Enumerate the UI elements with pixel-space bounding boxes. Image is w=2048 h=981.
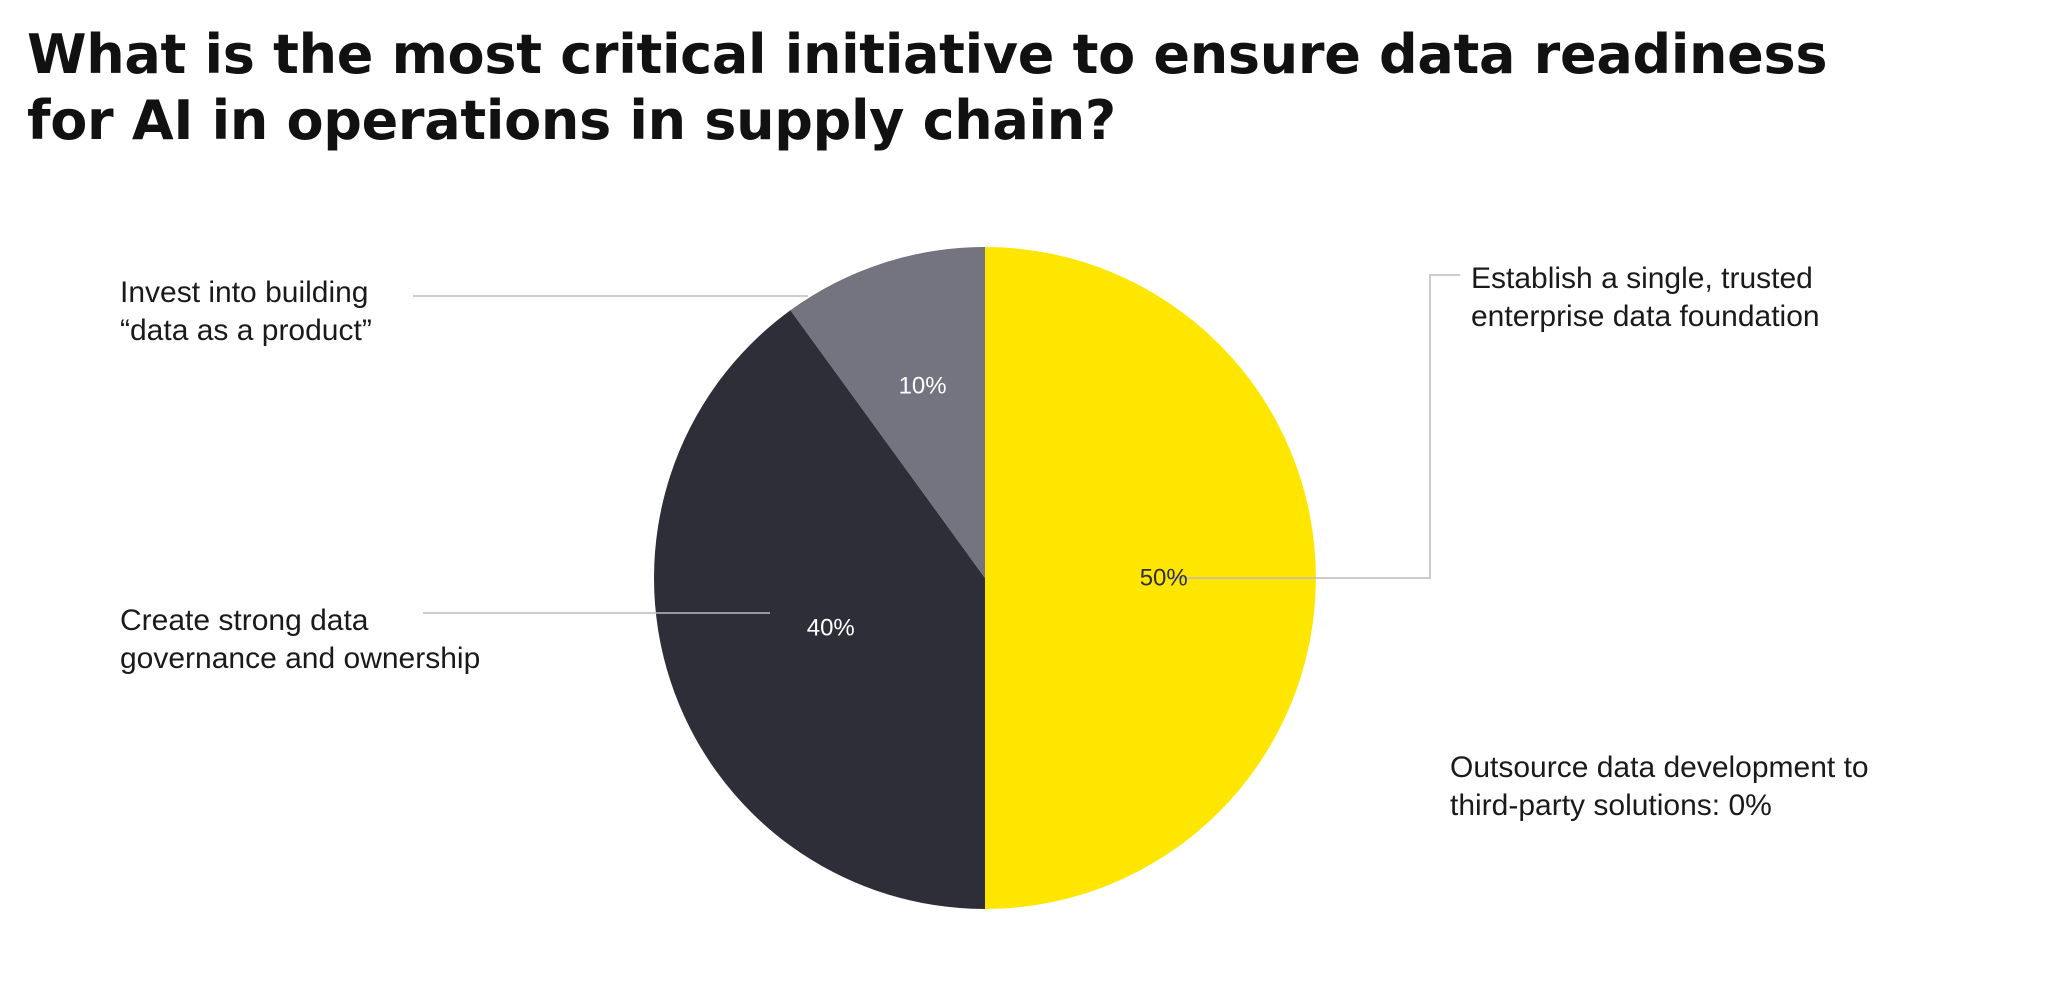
slice-3-value-label: 10% [899, 372, 947, 399]
slice-2-category-label-line-1: Create strong data [120, 604, 369, 637]
slice-value-labels: 50% 40% 10% [807, 372, 1188, 641]
slice-2-value-label: 40% [807, 615, 855, 642]
slice-3-category-label-line-2: “data as a product” [120, 314, 372, 347]
slice-1-leader-line [1173, 274, 1460, 579]
slice-1-wedge [985, 247, 1316, 909]
leader-lines [413, 274, 1460, 614]
slice-1-category-label-line-1: Establish a single, trusted [1471, 262, 1813, 295]
slice-1-value-label: 50% [1140, 565, 1188, 592]
slice-1-category-label: Establish a single, trusted enterprise da… [1471, 262, 1820, 333]
slice-2-category-label-line-2: governance and ownership [120, 642, 480, 675]
slice-3-category-label-line-1: Invest into building [120, 276, 369, 309]
slice-4-category-label: Outsource data development to third-party… [1450, 751, 1869, 822]
slice-3-wedge [790, 247, 985, 578]
pie-slices [654, 247, 1316, 910]
category-labels: Establish a single, trusted enterprise da… [120, 262, 1869, 822]
slice-4-category-label-line-1: Outsource data development to [1450, 751, 1869, 784]
slice-3-category-label: Invest into building “data as a product” [120, 276, 372, 347]
slice-4-category-label-line-2: third-party solutions: 0% [1450, 789, 1772, 822]
slice-2-category-label: Create strong data governance and ownersh… [120, 604, 480, 675]
slice-2-wedge [654, 310, 985, 910]
chart-title: What is the most critical initiative to … [27, 23, 1828, 152]
slice-1-category-label-line-2: enterprise data foundation [1471, 300, 1820, 333]
